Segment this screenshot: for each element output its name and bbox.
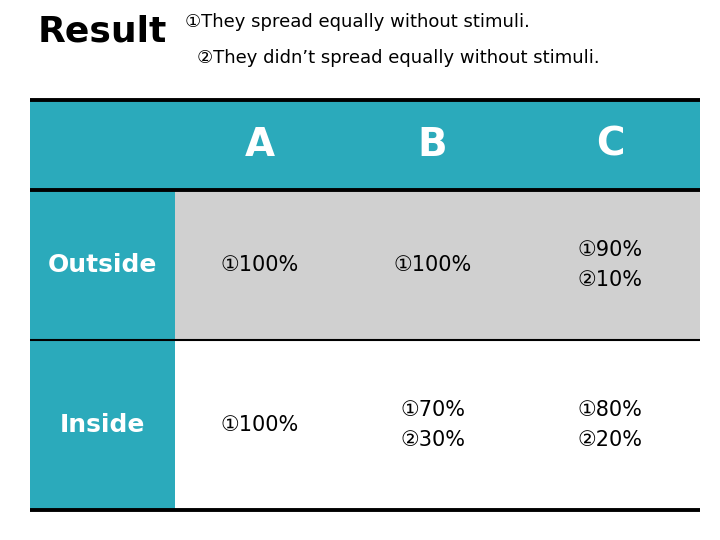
Bar xyxy=(30,340,175,510)
Bar xyxy=(175,340,700,510)
Text: ①They spread equally without stimuli.: ①They spread equally without stimuli. xyxy=(185,13,530,31)
Text: ①90%
②10%: ①90% ②10% xyxy=(577,240,642,290)
Text: Inside: Inside xyxy=(60,413,145,437)
Bar xyxy=(30,100,700,190)
Text: ①100%: ①100% xyxy=(221,255,299,275)
Bar xyxy=(30,190,175,340)
Text: Outside: Outside xyxy=(48,253,157,277)
Text: ①100%: ①100% xyxy=(393,255,472,275)
Text: ①70%
②30%: ①70% ②30% xyxy=(400,400,465,450)
Text: ①100%: ①100% xyxy=(221,415,299,435)
Bar xyxy=(175,190,700,340)
Text: ②They didn’t spread equally without stimuli.: ②They didn’t spread equally without stim… xyxy=(197,49,600,67)
Text: ①80%
②20%: ①80% ②20% xyxy=(577,400,642,450)
Text: Result: Result xyxy=(38,15,167,49)
Text: A: A xyxy=(245,126,275,164)
Text: C: C xyxy=(595,126,624,164)
Text: B: B xyxy=(418,126,447,164)
